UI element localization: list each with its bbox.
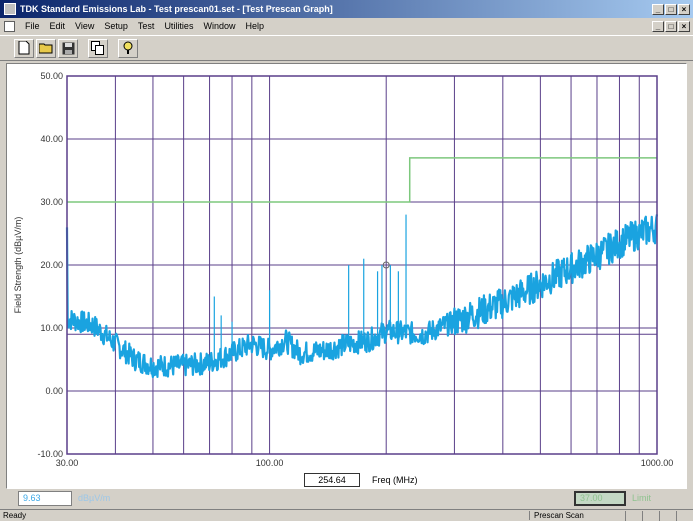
mdi-close-button[interactable]: × — [678, 20, 690, 32]
close-button[interactable]: × — [678, 3, 690, 15]
toolbar — [0, 35, 693, 61]
status-cell — [642, 510, 659, 521]
menu-window[interactable]: Window — [203, 21, 236, 31]
status-cell — [625, 510, 642, 521]
menu-view[interactable]: View — [75, 21, 95, 31]
y-tick-label: 30.00 — [40, 197, 63, 207]
help-button[interactable] — [118, 38, 138, 58]
menu-setup[interactable]: Setup — [104, 21, 128, 31]
y-tick-label: 10.00 — [40, 323, 63, 333]
window-title: TDK Standard Emissions Lab - Test presca… — [20, 4, 333, 14]
y-tick-label: 0.00 — [45, 386, 63, 396]
app-icon — [4, 3, 16, 15]
copy-icon — [91, 41, 104, 55]
save-button[interactable] — [58, 38, 78, 58]
y-axis-label: Field Strength (dBµV/m) — [13, 217, 23, 314]
y-tick-label: 40.00 — [40, 134, 63, 144]
menu-test[interactable]: Test — [137, 21, 155, 31]
x-tick-label: 100.00 — [256, 458, 284, 468]
open-folder-icon — [39, 43, 53, 54]
status-bar: Ready Prescan Scan — [0, 509, 693, 521]
y-tick-label: 20.00 — [40, 260, 63, 270]
field-unit-label: dBµV/m — [78, 493, 111, 503]
x-tick-label: 1000.00 — [641, 458, 674, 468]
graph-panel: 50.00 40.00 30.00 20.00 10.00 0.00 -10.00 30.00… — [6, 63, 687, 489]
y-tick-label: -10.00 — [37, 449, 63, 459]
copy-button[interactable] — [88, 38, 108, 58]
cursor-frequency-readout: 254.64 — [304, 473, 360, 487]
new-file-button[interactable] — [14, 38, 34, 58]
status-cell — [676, 510, 693, 521]
mdi-minimize-button[interactable]: _ — [652, 20, 664, 32]
document-icon[interactable] — [4, 20, 15, 32]
menu-help[interactable]: Help — [245, 21, 264, 31]
menu-utilities[interactable]: Utilities — [164, 21, 194, 31]
peak-marker — [382, 261, 390, 269]
status-cell — [659, 510, 676, 521]
limit-value-box[interactable]: 37.00 — [574, 491, 626, 506]
emission-trace — [65, 214, 659, 379]
x-axis-label: Freq (MHz) — [372, 475, 418, 485]
new-file-icon — [18, 41, 30, 55]
readout-bar: 9.63 dBµV/m 37.00 Limit — [0, 489, 693, 507]
menu-edit[interactable]: Edit — [49, 21, 66, 31]
help-icon — [123, 41, 133, 54]
title-bar: TDK Standard Emissions Lab - Test presca… — [0, 0, 693, 18]
menu-file[interactable]: File — [25, 21, 40, 31]
limit-line — [67, 157, 657, 203]
menu-bar: File Edit View Setup Test Utilities Wind… — [0, 18, 693, 34]
limit-label: Limit — [632, 493, 652, 503]
plot-area-border — [66, 75, 658, 455]
y-tick-label: 50.00 — [40, 71, 63, 81]
status-text: Ready — [3, 511, 27, 520]
maximize-button[interactable]: □ — [665, 3, 677, 15]
status-mode: Prescan Scan — [529, 511, 625, 520]
field-value-box[interactable]: 9.63 — [18, 491, 72, 506]
minimize-button[interactable]: _ — [652, 3, 664, 15]
x-tick-label: 30.00 — [56, 458, 79, 468]
emissions-chart[interactable]: 50.0040.0030.0020.0010.000.00-10.0030.00… — [7, 64, 686, 488]
save-disk-icon — [62, 42, 74, 54]
open-folder-button[interactable] — [36, 38, 56, 58]
mdi-restore-button[interactable]: □ — [665, 20, 677, 32]
